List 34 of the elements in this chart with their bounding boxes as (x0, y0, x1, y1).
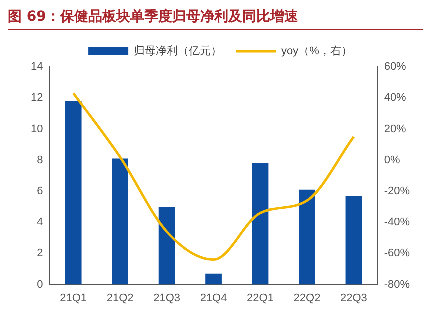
y-tick-label: 6 (37, 185, 44, 198)
line-series (72, 92, 356, 262)
bar (299, 190, 316, 285)
bar (252, 163, 269, 285)
bar (112, 158, 128, 285)
x-tick-label: 21Q4 (200, 292, 228, 304)
legend-label: 归母净利（亿元） (134, 44, 222, 58)
x-tick-label: 22Q1 (247, 292, 274, 304)
y2-tick-label: 20% (384, 123, 407, 136)
y2-tick-label: 40% (384, 92, 407, 104)
y2-tick-label: 60% (384, 61, 407, 74)
bar (346, 196, 362, 285)
bar (158, 207, 176, 285)
y2-tick-label: -80% (384, 278, 410, 291)
y2-tick-label: 0% (384, 154, 400, 166)
bar (65, 101, 82, 285)
y2-tick-label: -40% (384, 216, 410, 229)
legend-label: yoy（%，右） (282, 46, 352, 58)
x-tick-label: 21Q2 (106, 292, 134, 304)
y2-tick-label: -60% (384, 248, 410, 260)
x-tick-label: 21Q1 (60, 292, 88, 304)
y-tick-label: 10 (30, 123, 44, 136)
bar (206, 274, 222, 285)
y-tick-label: 4 (37, 216, 44, 229)
y-tick-label: 2 (37, 248, 44, 260)
x-tick-label: 22Q2 (294, 292, 321, 304)
chart-title: 图 69：保健品板块单季度归母净利及同比增速 (8, 8, 423, 30)
y-tick-label: 8 (37, 154, 44, 166)
y2-tick-label: -20% (384, 185, 410, 198)
y-tick-label: 12 (30, 92, 44, 104)
y-tick-label: 14 (30, 61, 44, 74)
y-tick-label: 0 (37, 278, 44, 291)
x-tick-label: 21Q3 (154, 292, 181, 304)
x-tick-label: 22Q3 (340, 292, 368, 304)
